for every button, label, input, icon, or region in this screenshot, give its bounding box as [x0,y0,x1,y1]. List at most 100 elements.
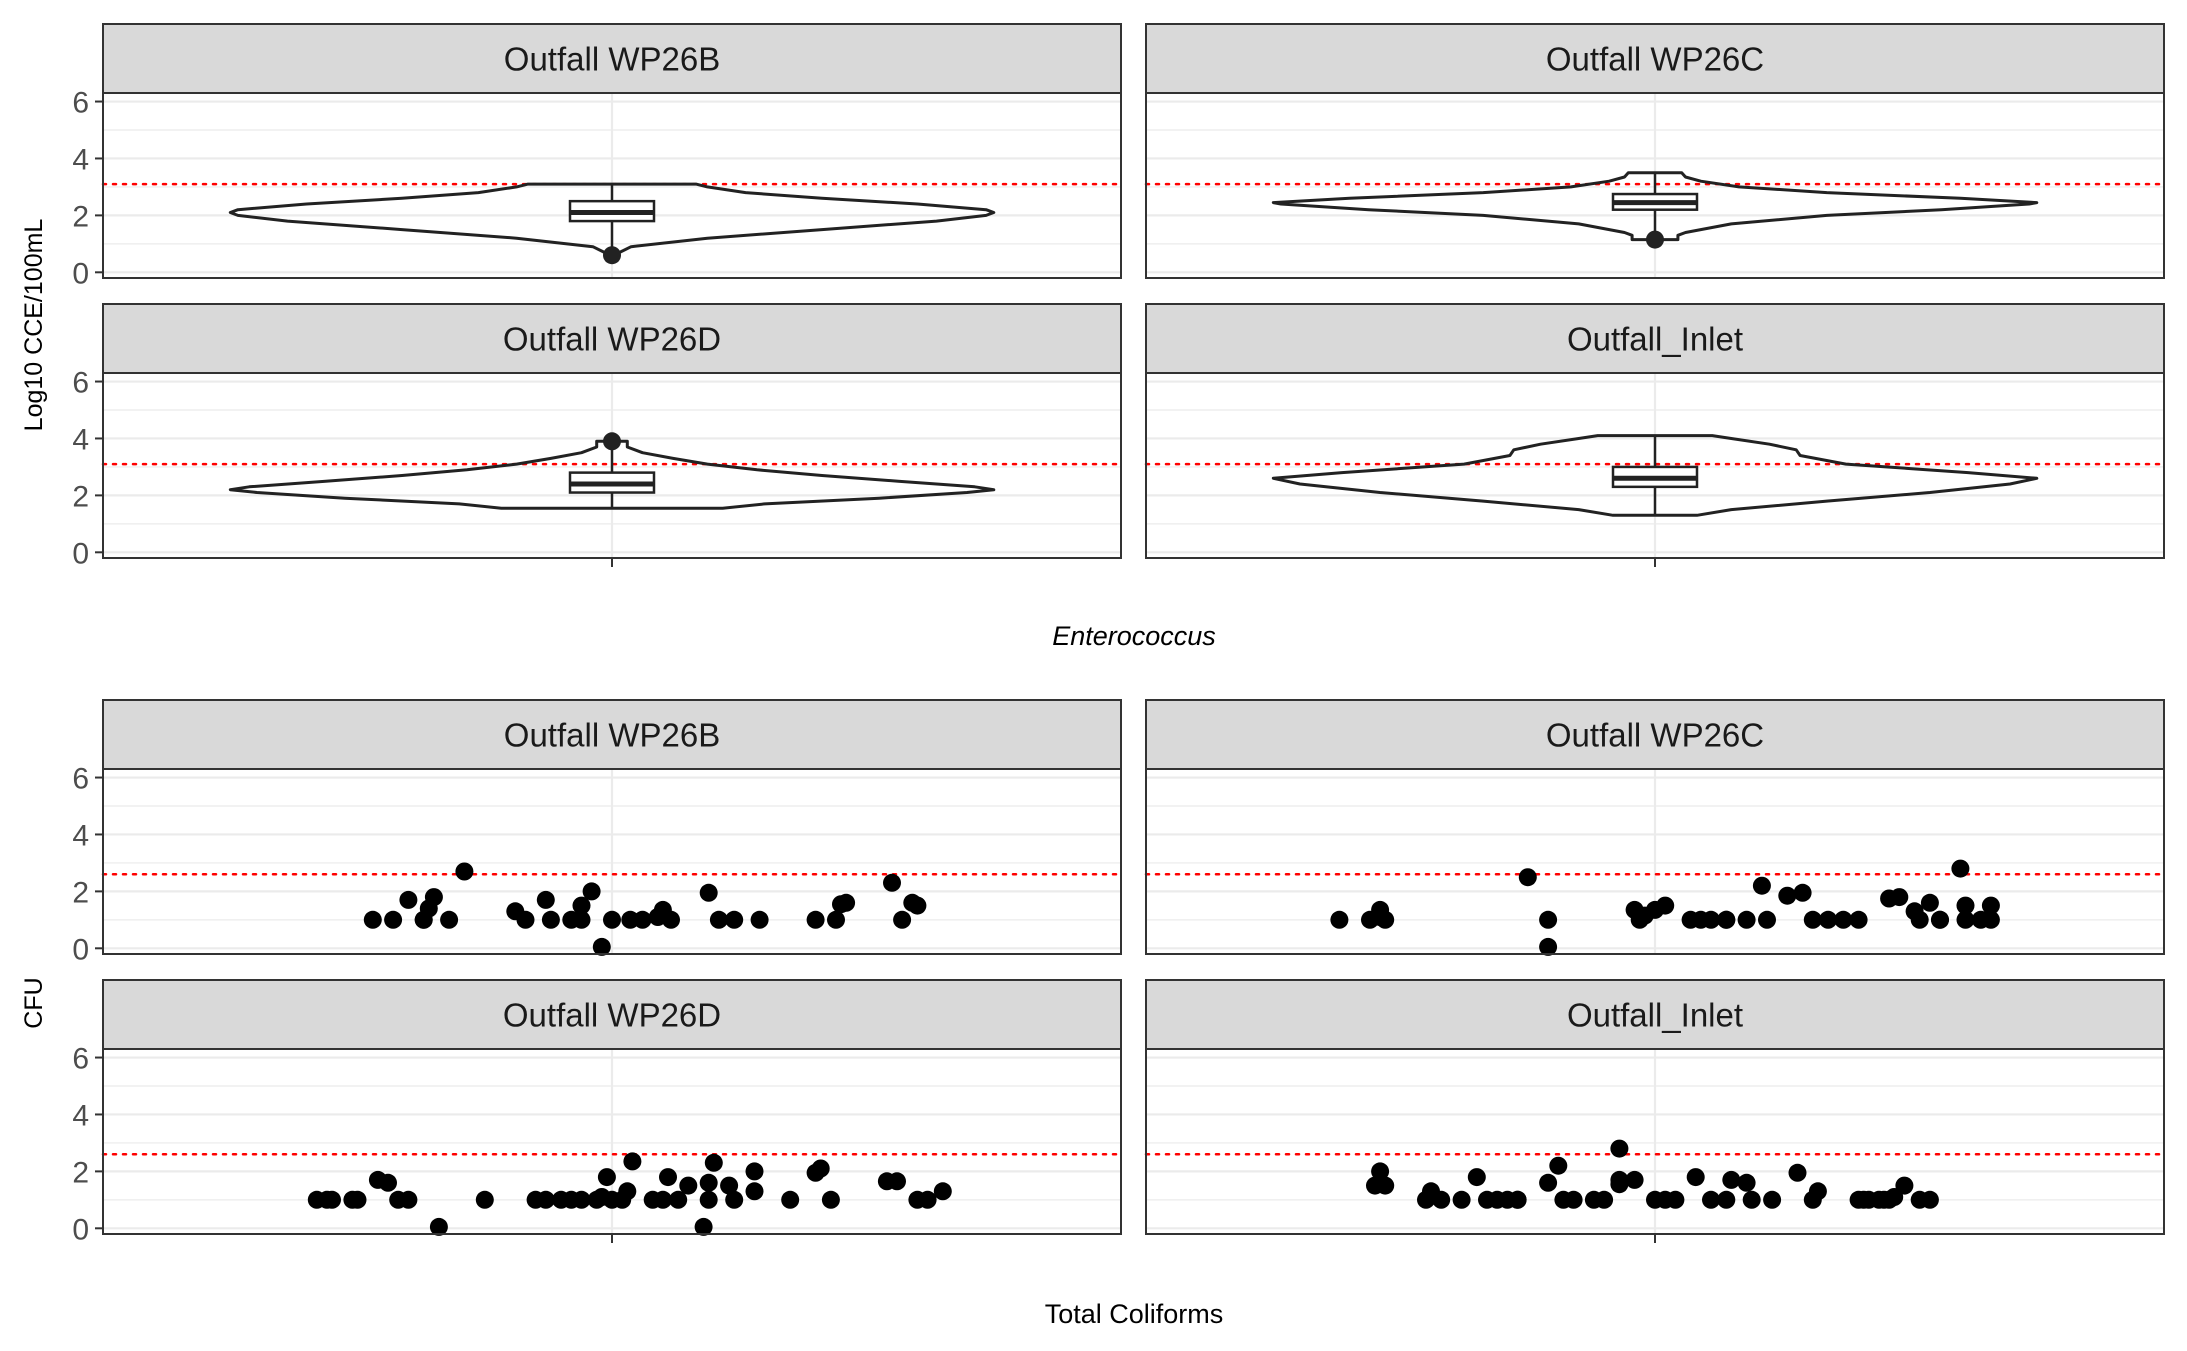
panel-title: Outfall WP26C [1546,717,1764,754]
data-point [918,1190,937,1209]
panel-title: Outfall WP26D [503,321,721,358]
data-point [1834,910,1853,929]
data-point [475,1190,494,1209]
y-tick-label: 4 [72,819,89,852]
data-point [821,1190,840,1209]
data-point [1508,1190,1527,1209]
outlier-point [603,432,621,451]
data-point [1956,896,1975,915]
violin-shape [1271,171,2039,242]
data-point [653,1190,672,1209]
outlier-point [603,246,621,265]
data-point [1376,1176,1395,1195]
gridlines [103,373,1121,558]
caption-top: Enterococcus [1052,621,1216,651]
data-point [1763,1190,1782,1209]
panel-strip [102,699,1122,770]
data-point [363,910,382,929]
data-point [720,1176,739,1195]
data-point [1778,886,1797,905]
y-tick-label: 4 [72,143,89,176]
data-point [908,896,927,915]
data-point [1610,1175,1629,1194]
data-point [1702,1190,1720,1209]
y-tick-label: 6 [72,367,89,400]
panel-border [1145,768,2165,955]
y-tick-label: 0 [72,257,89,290]
data-point [1910,910,1929,929]
data-point [633,910,652,929]
data-point [1656,896,1675,915]
panel-border [1145,92,2165,279]
data-point [1951,859,1970,878]
panel-outfall-wp26b: Outfall WP26B 0 2 4 6 [72,699,1123,966]
data-point [725,910,744,929]
data-point [704,1153,723,1172]
data-point [893,910,912,929]
data-point [592,937,611,956]
data-point [379,1173,397,1192]
data-point [1452,1190,1471,1209]
y-tick-label: 4 [72,1099,89,1132]
y-tick-label: 2 [72,876,89,909]
data-point [1549,1156,1568,1175]
data-point [1518,868,1537,887]
y-axis-title-top: Log10 CCE/100mL [20,219,48,432]
data-point [572,910,591,929]
y-tick-label: 0 [72,933,89,966]
panel-strip [1145,23,2165,94]
y-tick-label: 6 [72,87,89,120]
y-tick-label: 0 [72,1213,89,1246]
data-point [1686,1168,1705,1187]
data-point [1432,1190,1451,1209]
data-point [516,910,535,929]
data-point [399,890,418,909]
data-point [827,910,845,929]
panel-outfall-wp26b: Outfall WP26B 0 2 4 6 [72,23,1123,290]
data-point [536,1190,555,1209]
data-point [1467,1168,1486,1187]
data-point [1890,888,1909,907]
data-point [399,1190,418,1209]
panel-strip [102,303,1122,374]
data-point [725,1190,744,1209]
data-point [1717,910,1736,929]
data-point [662,910,680,929]
data-point [1737,1173,1756,1192]
y-tick-label: 2 [72,1156,89,1189]
data-point [1742,1190,1761,1209]
y-tick-label: 2 [72,200,89,233]
y-tick-label: 6 [72,763,89,796]
data-point [536,890,555,909]
data-point [1610,1139,1629,1158]
data-point [1539,910,1558,929]
enterococcus-violin-chart: Outfall WP26B 0 2 4 6 Outfall WP26C Outfall WP… [72,23,2166,570]
outlier-point [1646,230,1664,249]
panel-outfall-inlet: Outfall_Inlet [1144,303,2166,567]
data-point [709,910,728,929]
y-tick-label: 4 [72,423,89,456]
data-point [888,1172,906,1191]
data-point [424,888,443,907]
data-point [837,893,856,912]
panel-strip [1145,979,2165,1050]
data-point [699,1173,718,1192]
data-point [1625,1170,1644,1189]
data-point [883,873,901,892]
data-point [1981,896,2000,915]
data-point [811,1159,830,1178]
panel-title: Outfall_Inlet [1567,321,1743,358]
data-point [745,1182,764,1201]
data-point [1808,1182,1827,1201]
data-point [348,1190,367,1209]
data-point [440,910,459,929]
panel-outfall-inlet: Outfall_Inlet [1144,979,2166,1243]
data-point [1717,1190,1736,1209]
gridlines [1146,769,2164,954]
panel-title: Outfall WP26D [503,997,721,1034]
panel-title: Outfall WP26B [504,41,720,78]
data-point [694,1217,713,1236]
panel-strip [1145,303,2165,374]
panel-outfall-wp26c: Outfall WP26C [1144,23,2166,279]
